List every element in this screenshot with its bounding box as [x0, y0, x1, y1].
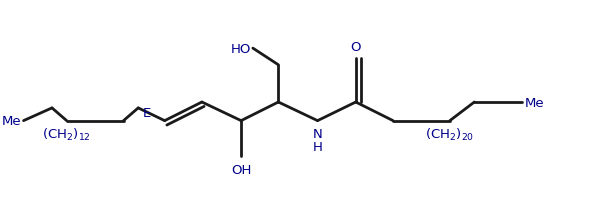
Text: Me: Me — [2, 115, 22, 128]
Text: (CH$_2$)$_{20}$: (CH$_2$)$_{20}$ — [426, 127, 475, 143]
Text: Me: Me — [524, 96, 544, 109]
Text: OH: OH — [231, 163, 251, 176]
Text: O: O — [350, 40, 361, 53]
Text: H: H — [313, 140, 323, 153]
Text: N: N — [313, 127, 323, 140]
Text: HO: HO — [230, 42, 251, 55]
Text: E: E — [142, 107, 151, 120]
Text: (CH$_2$)$_{12}$: (CH$_2$)$_{12}$ — [42, 127, 91, 143]
